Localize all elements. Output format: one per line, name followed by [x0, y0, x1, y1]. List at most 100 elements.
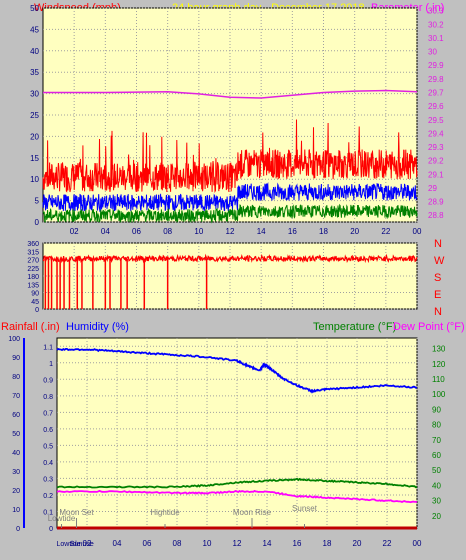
temperature-tick-label: 90: [432, 405, 441, 414]
humidity-x-tick-label: 00: [413, 539, 422, 548]
humidity-tick-label: 30: [12, 469, 20, 476]
wind-tick-label: 25: [30, 111, 39, 120]
rain-tick-label: 0.7: [43, 410, 53, 417]
barometer-tick-label: 29.2: [428, 157, 444, 166]
humidity-x-tick-label: 10: [203, 539, 212, 548]
wind-tick-label: 10: [30, 175, 39, 184]
barometer-tick-label: 30.1: [428, 34, 444, 43]
rain-tick-label: 1: [49, 361, 53, 368]
wind-x-tick-label: 22: [381, 227, 390, 236]
rain-tick-label: 1.1: [43, 344, 53, 351]
humidity-tick-label: 80: [12, 374, 20, 381]
temperature-tick-label: 70: [432, 436, 441, 445]
wind-tick-label: 40: [30, 47, 39, 56]
annotation-label: Moon Set: [59, 508, 94, 517]
barometer-tick-label: 29.5: [428, 116, 444, 125]
compass-label: N: [434, 238, 442, 250]
wind-x-tick-label: 20: [350, 227, 359, 236]
dewpoint-axis-title: Dew Point (°F): [393, 321, 465, 333]
rain-tick-label: 0: [49, 526, 53, 533]
temperature-tick-label: 100: [432, 390, 446, 399]
temperature-tick-label: 110: [432, 375, 445, 384]
rainfall-axis-title: Rainfall (.in): [1, 321, 60, 333]
rain-tick-label: 0.1: [43, 509, 53, 516]
compass-label: S: [434, 272, 441, 284]
barometer-series: [43, 89, 418, 99]
event-label: Sunrise: [70, 541, 94, 548]
rain-tick-label: 0.4: [43, 460, 53, 467]
barometer-tick-label: 30: [428, 48, 437, 57]
annotation-label: Sunset: [292, 504, 318, 513]
humidity-tick-label: 0: [16, 526, 20, 533]
humidity-plot-area: [56, 337, 418, 529]
annotation-label: Moon Rise: [233, 508, 272, 517]
humidity-x-tick-label: 22: [383, 539, 392, 548]
direction-tick-label: 180: [27, 274, 39, 281]
wind-x-tick-label: 12: [226, 227, 235, 236]
rain-tick-label: 0.2: [43, 493, 53, 500]
compass-label: E: [434, 289, 441, 301]
humidity-tick-label: 50: [12, 431, 20, 438]
rain-tick-label: 0.3: [43, 476, 53, 483]
temperature-tick-label: 40: [432, 481, 441, 490]
barometer-tick-label: 29.3: [428, 143, 444, 152]
temperature-tick-label: 50: [432, 466, 441, 475]
barometer-tick-label: 29.9: [428, 61, 444, 70]
dewpoint-series: [56, 489, 418, 504]
wind-tick-label: 35: [30, 68, 39, 77]
barometer-tick-label: 29.6: [428, 102, 444, 111]
temperature-tick-label: 80: [432, 421, 441, 430]
wind-tick-label: 20: [30, 132, 39, 141]
wind-x-tick-label: 06: [132, 227, 141, 236]
event-label: Lowtide: [57, 541, 81, 548]
direction-series: [42, 253, 418, 264]
annotation-label: Lowtide: [48, 514, 76, 523]
wind-x-tick-label: 16: [288, 227, 297, 236]
wind-gust-series: [42, 119, 418, 194]
wind-tick-label: 50: [30, 4, 39, 13]
temperature-tick-label: 60: [432, 451, 441, 460]
humidity-tick-label: 100: [8, 336, 20, 343]
humidity-tick-label: 20: [12, 488, 20, 495]
barometer-tick-label: 29: [428, 184, 437, 193]
wind-tick-label: 15: [30, 154, 39, 163]
humidity-x-tick-label: 02: [83, 539, 92, 548]
wind-avg-series: [42, 182, 418, 213]
humidity-tick-label: 70: [12, 393, 20, 400]
barometer-tick-label: 29.7: [428, 89, 444, 98]
humidity-tick-label: 40: [12, 450, 20, 457]
wind-low-series: [42, 203, 418, 224]
wind-tick-label: 5: [35, 197, 40, 206]
temperature-tick-label: 120: [432, 360, 446, 369]
direction-tick-label: 90: [31, 291, 39, 298]
temperature-tick-label: 30: [432, 497, 441, 506]
direction-tick-label: 360: [27, 241, 39, 248]
direction-tick-label: 45: [31, 299, 39, 306]
wind-x-tick-label: 00: [413, 227, 422, 236]
wind-x-tick-label: 18: [319, 227, 328, 236]
temperature-tick-label: 20: [432, 512, 441, 521]
wind-x-tick-label: 10: [194, 227, 203, 236]
humidity-x-tick-label: 20: [353, 539, 362, 548]
wind-x-tick-label: 02: [70, 227, 79, 236]
direction-tick-label: 0: [35, 307, 39, 314]
temperature-axis-title: Temperature (°F): [313, 321, 396, 333]
barometer-tick-label: 30.3: [428, 7, 444, 16]
humidity-x-tick-label: 08: [173, 539, 182, 548]
temperature-tick-label: 130: [432, 345, 446, 354]
wind-tick-label: 0: [35, 218, 40, 227]
humidity-x-tick-label: 14: [263, 539, 272, 548]
direction-tick-label: 135: [27, 282, 39, 289]
wind-tick-label: 45: [30, 25, 39, 34]
barometer-tick-label: 28.8: [428, 211, 444, 220]
direction-tick-label: 270: [27, 258, 39, 265]
barometer-tick-label: 29.8: [428, 75, 444, 84]
humidity-tick-label: 60: [12, 412, 20, 419]
wind-chart: 0 5 10 15 20 25 30 35 40 45 50 28.8 28.9 29 29.1 29.2 29…: [30, 4, 444, 236]
direction-tick-label: 225: [27, 266, 39, 273]
rain-tick-label: 0.5: [43, 443, 53, 450]
annotation-label: Hightide: [150, 508, 180, 517]
